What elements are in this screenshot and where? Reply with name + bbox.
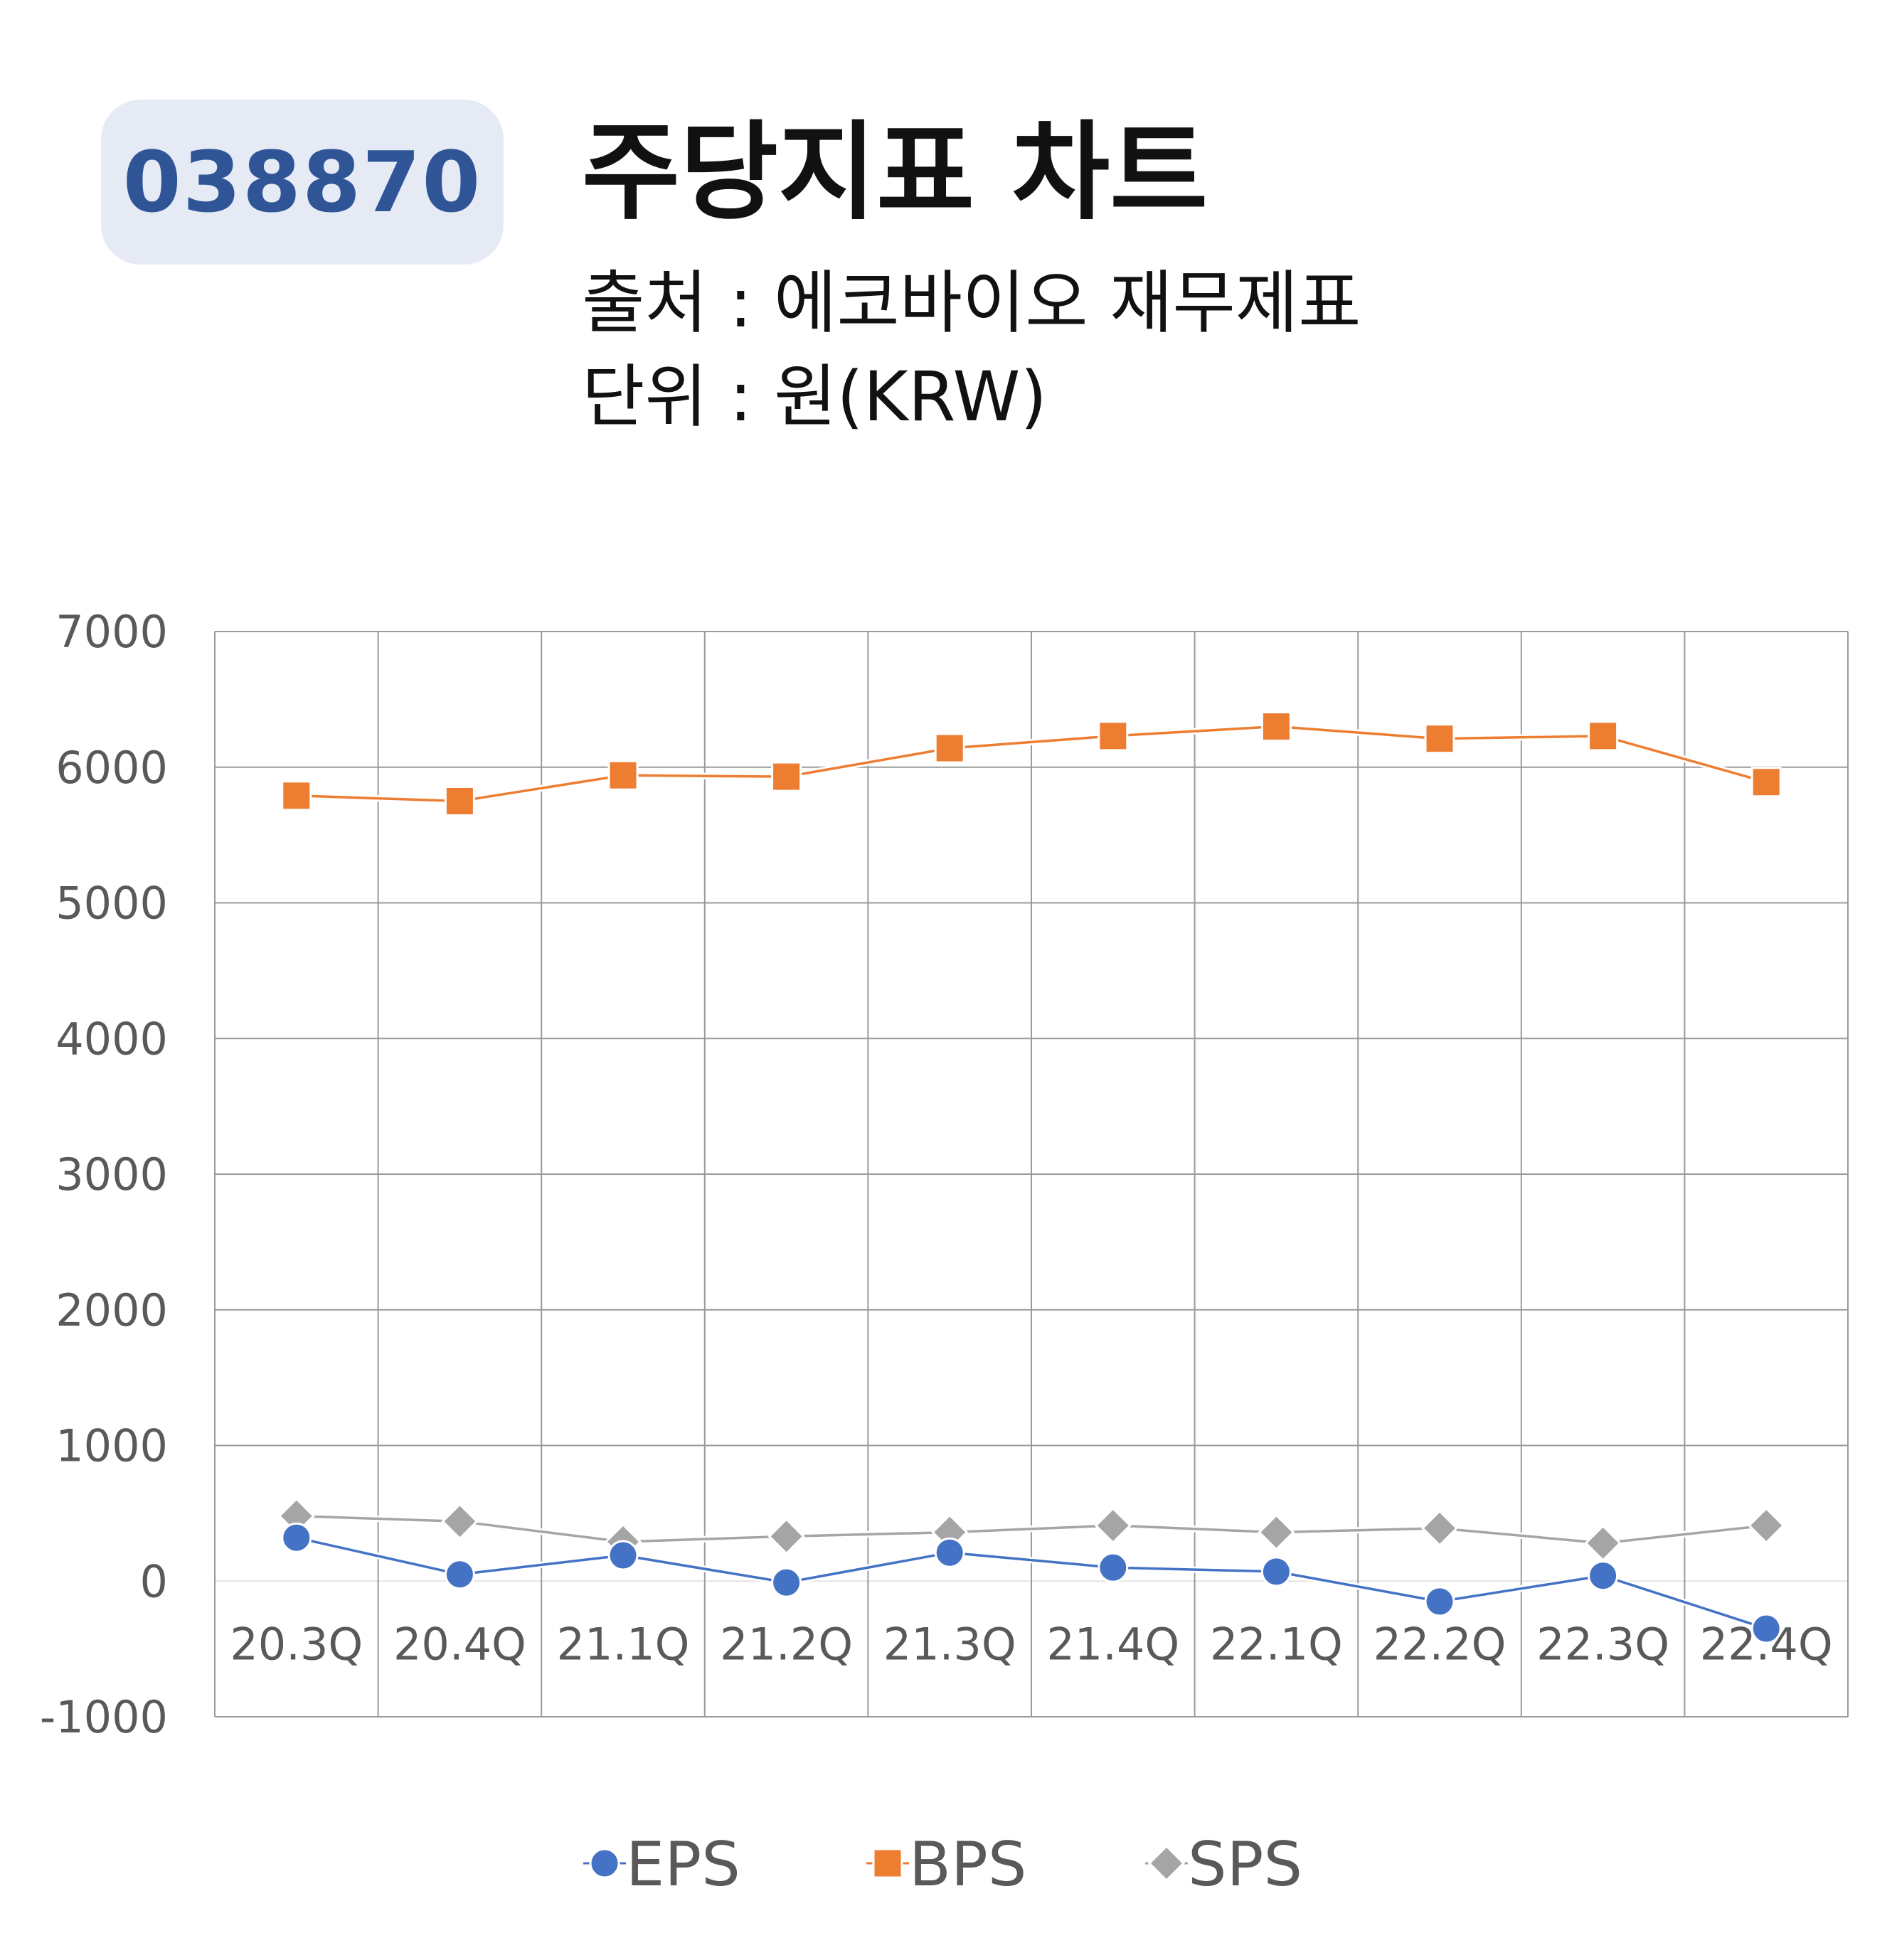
x-tick-label: 22.3Q — [1536, 1618, 1669, 1670]
data-point-bps — [444, 785, 475, 816]
ticker-code: 038870 — [122, 133, 482, 231]
chart-title: 주당지표 차트 — [582, 111, 1208, 235]
legend-item-bps: BPS — [866, 1829, 1026, 1900]
x-tick-label: 20.3Q — [230, 1618, 363, 1670]
y-tick-label: 7000 — [55, 606, 168, 658]
series-eps — [281, 1522, 1782, 1644]
data-point-bps — [771, 761, 802, 792]
y-tick-label: 2000 — [55, 1284, 168, 1336]
x-tick-label: 21.3Q — [883, 1618, 1016, 1670]
data-point-sps — [1094, 1506, 1132, 1545]
y-tick-label: 0 — [140, 1555, 168, 1607]
legend-marker-bps — [872, 1848, 903, 1879]
y-tick-label: 1000 — [55, 1420, 168, 1472]
ticker-badge: 038870 — [101, 100, 504, 265]
legend-label: BPS — [909, 1829, 1026, 1900]
data-point-eps — [444, 1559, 475, 1590]
data-point-eps — [1098, 1552, 1129, 1583]
data-point-eps — [1424, 1586, 1455, 1617]
data-point-bps — [1424, 723, 1455, 755]
legend: EPS BPS SPS — [583, 1829, 1302, 1900]
x-tick-label: 20.4Q — [393, 1618, 526, 1670]
legend-marker-eps — [589, 1848, 620, 1879]
data-point-eps — [771, 1567, 802, 1598]
y-axis-labels: 7000 6000 5000 4000 3000 2000 1000 0 -1000 — [40, 606, 168, 1743]
data-point-eps — [281, 1522, 312, 1553]
data-point-eps — [934, 1537, 965, 1568]
series-bps — [281, 711, 1782, 816]
data-point-sps — [441, 1503, 479, 1540]
legend-label: EPS — [626, 1829, 740, 1900]
x-axis-labels: 20.3Q 20.4Q 21.1Q 21.2Q 21.3Q 21.4Q 22.1Q 22.2Q… — [230, 1618, 1832, 1670]
x-tick-label: 21.2Q — [720, 1618, 853, 1670]
y-tick-label: 4000 — [55, 1013, 168, 1065]
series-layer — [277, 711, 1785, 1644]
source-text: 출처 : 에코바이오 재무제표 — [582, 263, 1361, 343]
series-line — [296, 1536, 1767, 1630]
data-point-eps — [607, 1540, 639, 1571]
data-point-sps — [1258, 1513, 1295, 1551]
data-point-bps — [1750, 767, 1782, 798]
data-point-bps — [934, 733, 965, 764]
data-point-sps — [767, 1518, 805, 1555]
data-point-sps — [1748, 1506, 1785, 1545]
data-point-bps — [607, 760, 639, 791]
data-point-bps — [1588, 720, 1619, 752]
data-point-sps — [1584, 1524, 1622, 1562]
data-point-eps — [1588, 1560, 1619, 1592]
unit-text: 단위 : 원(KRW) — [582, 357, 1047, 437]
x-tick-label: 22.1Q — [1210, 1618, 1343, 1670]
x-tick-label: 22.2Q — [1373, 1618, 1507, 1670]
data-point-eps — [1260, 1556, 1292, 1587]
data-point-bps — [1098, 720, 1129, 752]
data-point-bps — [1260, 711, 1292, 742]
x-tick-label: 21.4Q — [1046, 1618, 1179, 1670]
series-line — [296, 1514, 1767, 1545]
x-tick-label: 21.1Q — [557, 1618, 690, 1670]
y-tick-label: 3000 — [55, 1149, 168, 1200]
data-point-bps — [281, 780, 312, 811]
y-tick-label: 6000 — [55, 742, 168, 794]
data-point-sps — [1420, 1509, 1459, 1547]
legend-marker-sps — [1147, 1844, 1186, 1882]
legend-item-sps: SPS — [1145, 1829, 1302, 1900]
y-tick-label: -1000 — [40, 1691, 168, 1743]
legend-item-eps: EPS — [583, 1829, 740, 1900]
series-line — [296, 725, 1767, 803]
data-point-eps — [1750, 1613, 1782, 1644]
y-tick-label: 5000 — [55, 878, 168, 930]
legend-label: SPS — [1188, 1829, 1302, 1900]
